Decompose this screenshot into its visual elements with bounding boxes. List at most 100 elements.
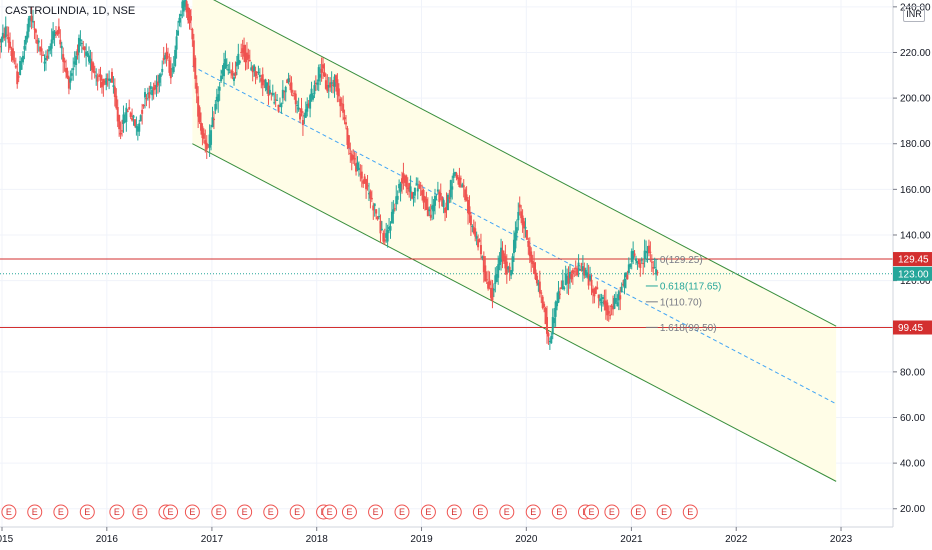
x-tick-label: 2019 [410,534,433,545]
candle-body [16,71,19,85]
candle-body [523,221,526,229]
candle-body [67,77,70,89]
candle-body [218,86,221,91]
candle-body [442,200,445,207]
earnings-marker-label: E [58,507,64,517]
earnings-marker-label: E [504,507,510,517]
candle-body [650,261,653,263]
candle-body [591,288,594,293]
earnings-marker-label: E [687,507,693,517]
candle-body [413,187,416,196]
candle-body [280,103,283,108]
x-tick-label: 2017 [201,534,224,545]
candle-body [93,71,96,73]
price-tags: 129.45 99.45 123.00 [893,252,932,335]
candle-body [234,72,237,76]
candle-body [535,275,538,284]
y-tick-label: 20.00 [900,504,925,515]
candle-body [14,65,17,68]
candle-body [155,85,158,87]
candle-body [558,293,561,295]
candle-body [7,37,10,43]
candle-body [543,303,546,308]
price-tag: 123.00 [893,266,932,281]
time-axis[interactable]: 2015 2016 2017 2018 2019 2020 2021 2022 2023 [0,527,853,545]
candle-body [301,120,304,126]
candle-body [159,74,162,77]
candle-body [63,61,66,63]
candle-body [597,294,600,299]
candle-body [444,207,447,213]
price-axis[interactable]: 20.0040.0060.0080.00100.00120.00140.0016… [893,2,931,515]
earnings-marker-circle [584,504,600,520]
candle-body [347,135,350,149]
candle-body [484,265,487,282]
earnings-marker: E [109,504,125,520]
candle-body [604,300,607,311]
candle-body [505,261,508,275]
candle-body [556,301,559,307]
candle-body [566,275,569,284]
candle-body [520,211,523,219]
earnings-marker: E [184,504,200,520]
candle-body [314,82,317,85]
candle-body [80,43,83,45]
currency-badge[interactable]: INR [903,6,925,22]
candle-body [557,291,560,303]
candle-body [502,253,505,262]
candle-body [106,78,109,80]
candle-body [207,144,210,146]
candle-body [11,48,14,61]
horizontal-levels [0,258,893,328]
candle-body [255,76,258,78]
candle-body [349,152,352,154]
candle-body [152,87,155,91]
fib-level-label: 0(129.25) [660,255,703,266]
candle-body [567,275,570,284]
candle-body [208,134,211,148]
candle-body [33,28,36,30]
earnings-marker-circle [551,504,567,520]
candle-body [278,105,281,107]
candle-body [42,54,45,56]
candle-body [600,302,603,304]
candle-body [178,17,181,23]
candle-body [610,305,613,307]
candle-body [141,109,144,114]
candle-body [329,82,332,88]
candle-body [626,275,629,280]
earnings-marker: E [163,504,179,520]
earnings-marker-label: E [588,507,594,517]
candle-body [192,40,195,68]
candle-body [70,73,73,76]
earnings-markers: EEEEEEEEEEEEEEEEEEEEEEEEEEEEEE [1,504,698,520]
candle-body [43,61,46,64]
price-tag-label: 123.00 [898,269,929,280]
candle-body [560,287,563,290]
candle-body [362,180,365,184]
earnings-marker: E [237,504,253,520]
candle-body [620,286,623,293]
candle-body [629,264,632,268]
candle-body [383,239,386,242]
candle-body [434,195,437,206]
candle-body [406,187,409,190]
channel-lower-line[interactable] [192,143,837,482]
candle-body [624,272,627,278]
candle-body [350,154,353,161]
candle-body [616,302,619,307]
candle-body [518,204,521,208]
candle-body [73,61,76,65]
earnings-marker-circle [341,504,357,520]
earnings-marker-label: E [327,507,333,517]
candle-body [19,60,22,76]
candle-body [398,184,401,189]
earnings-marker: E [682,504,698,520]
candle-body [274,99,277,101]
earnings-marker-circle [237,504,253,520]
candle-body [75,55,78,66]
candle-body [250,67,253,71]
earnings-marker-label: E [168,507,174,517]
channel-upper-line[interactable] [192,0,837,327]
